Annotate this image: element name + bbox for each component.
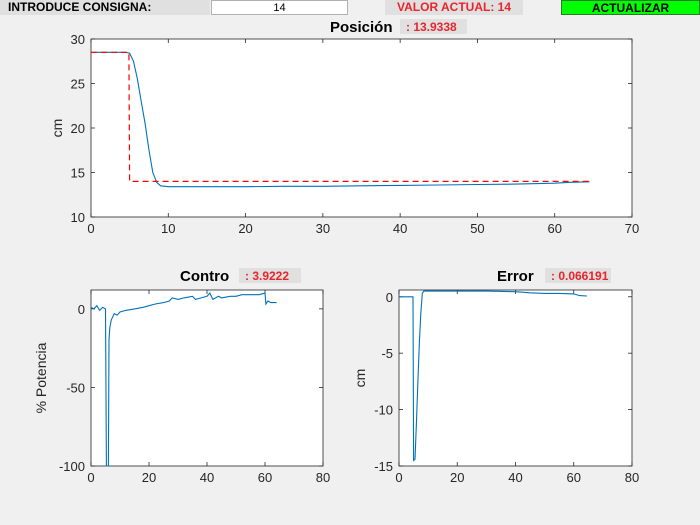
posicion-xtick-label: 30 [316,221,330,236]
error-series-line [399,290,587,462]
control-readout-box [239,268,301,283]
error-plot-area [398,289,633,467]
posicion-ytick-label: 30 [71,32,85,47]
control-xtick-label: 80 [316,470,330,485]
posicion-series-line [91,51,590,188]
control-xtick-label: 40 [200,470,214,485]
posicion-title: Posición [330,19,393,36]
posicion-series-setpoint [91,51,590,182]
posicion-xtick-label: 20 [238,221,252,236]
posicion-xtick-label: 40 [393,221,407,236]
control-readout: : 3.9222 [245,269,289,283]
control-series-line [90,292,277,467]
posicion-ytick-label: 20 [71,121,85,136]
control-title: Contro [180,268,229,285]
error-readout: : 0.066191 [551,269,609,283]
control-ylabel: % Potencia [33,342,49,413]
error-xtick-label: 0 [395,470,402,485]
control-xtick-label: 20 [142,470,156,485]
posicion-xtick-label: 50 [470,221,484,236]
posicion-ytick-label: 25 [71,77,85,92]
control-ytick-label: -50 [66,380,85,395]
posicion-ytick-label: 15 [71,166,85,181]
error-ytick-label: 0 [386,290,393,305]
consigna-input[interactable] [211,0,348,15]
posicion-readout-box [400,19,467,34]
error-xtick-label: 60 [567,470,581,485]
posicion-plot-area [90,38,633,218]
control-chart: 0 20 40 60 80 -100 -50 0 % Potencia Contro : 3.922… [33,268,330,485]
control-ytick-label: -100 [59,459,85,474]
error-chart: 0 20 40 60 80 -15 -10 -5 0 cm Error : 0.066191 [352,268,639,485]
error-readout-box [545,268,611,283]
error-xtick-label: 40 [508,470,522,485]
error-ytick-label: -5 [381,346,393,361]
posicion-ytick-label: 10 [71,210,85,225]
posicion-xtick-label: 10 [161,221,175,236]
control-xtick-label: 0 [87,470,94,485]
consigna-label: INTRODUCE CONSIGNA: [0,0,210,15]
control-ytick-label: 0 [78,302,85,317]
error-title: Error [497,268,534,285]
control-plot-area [90,289,324,467]
error-ytick-label: -10 [374,403,393,418]
posicion-xtick-label: 70 [625,221,639,236]
posicion-readout: : 13.9338 [406,20,457,34]
error-ytick-label: -15 [374,459,393,474]
posicion-xtick-label: 60 [547,221,561,236]
error-xtick-label: 20 [450,470,464,485]
posicion-ylabel: cm [49,119,65,138]
valor-actual-display: VALOR ACTUAL: 14 [385,0,523,15]
control-xtick-label: 60 [258,470,272,485]
error-xtick-label: 80 [625,470,639,485]
error-ylabel: cm [352,369,368,388]
posicion-xtick-label: 0 [87,221,94,236]
